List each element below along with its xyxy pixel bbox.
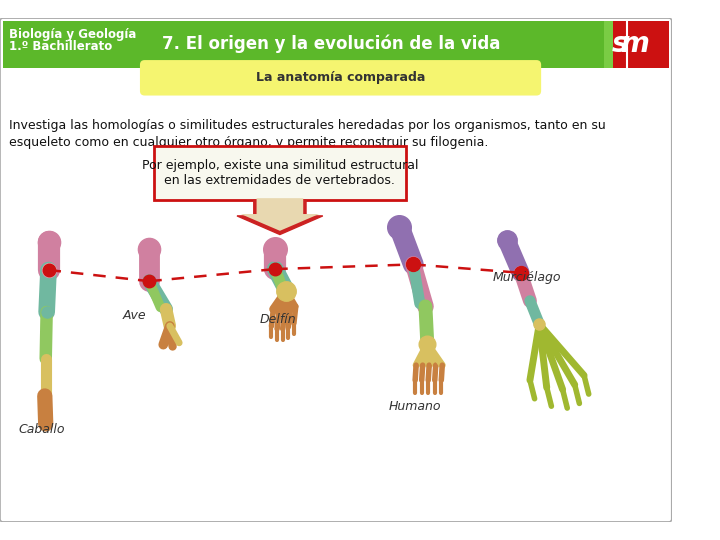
Text: Por ejemplo, existe una similitud estructural: Por ejemplo, existe una similitud estruc… — [142, 159, 418, 172]
Text: Murciélago: Murciélago — [492, 271, 561, 284]
Text: esqueleto como en cualquier otro órgano, y permite reconstruir su filogenia.: esqueleto como en cualquier otro órgano,… — [9, 136, 489, 148]
Bar — [3, 21, 669, 68]
Text: 1.º Bachillerato: 1.º Bachillerato — [9, 40, 112, 53]
Text: s: s — [612, 30, 629, 58]
Text: Caballo: Caballo — [19, 423, 65, 436]
Polygon shape — [237, 200, 323, 234]
Text: Delfín: Delfín — [259, 313, 296, 326]
FancyBboxPatch shape — [0, 18, 672, 522]
Text: en las extremidades de vertebrados.: en las extremidades de vertebrados. — [164, 174, 395, 187]
Text: Biología y Geología: Biología y Geología — [9, 29, 137, 42]
FancyBboxPatch shape — [140, 60, 541, 96]
Text: Investiga las homologías o similitudes estructurales heredadas por los organismo: Investiga las homologías o similitudes e… — [9, 119, 606, 132]
Text: Humano: Humano — [389, 400, 441, 413]
Polygon shape — [240, 198, 319, 231]
Text: m: m — [620, 30, 649, 58]
FancyBboxPatch shape — [154, 146, 406, 200]
Bar — [613, 21, 669, 68]
Bar — [603, 21, 613, 68]
Text: Ave: Ave — [123, 308, 147, 321]
Text: La anatomía comparada: La anatomía comparada — [256, 71, 426, 84]
Text: 7. El origen y la evolución de la vida: 7. El origen y la evolución de la vida — [162, 35, 500, 53]
